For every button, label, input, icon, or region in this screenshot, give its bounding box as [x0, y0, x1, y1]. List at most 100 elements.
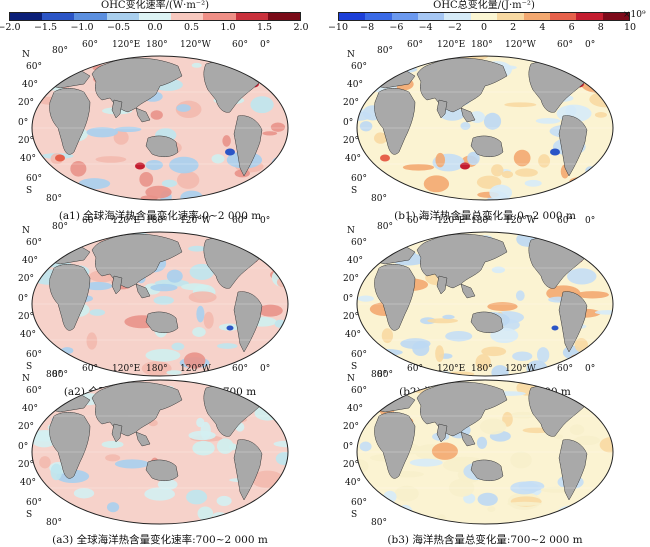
colorbar_right-swatch [365, 13, 392, 20]
map-bottom-label: 80° [371, 518, 387, 528]
continent-samerica [558, 439, 588, 501]
map-left-label: N [22, 50, 30, 60]
anomaly-patch [536, 347, 550, 363]
anomaly-hotspot [225, 148, 235, 156]
anomaly-patch [272, 164, 283, 174]
anomaly-patch [68, 515, 95, 524]
map-left-label: S [26, 362, 33, 372]
anomaly-patch [250, 96, 274, 114]
anomaly-patch [145, 349, 181, 362]
colorbar_left-tick-label: 1.5 [256, 22, 273, 33]
map-top-label: 0° [585, 216, 596, 226]
map-top-label: 0° [260, 40, 271, 50]
continent-australia [470, 135, 504, 157]
map-left-label: 40° [20, 154, 36, 164]
colorbar_right-tick-label: 0 [480, 22, 488, 33]
colorbar_right-swatch [523, 13, 550, 20]
anomaly-patch [183, 352, 206, 369]
anomaly-patch [258, 510, 273, 521]
map-left-label: 40° [347, 256, 363, 266]
anomaly-patch [359, 121, 373, 132]
anomaly-hotspot [135, 162, 145, 170]
map-left-label: 40° [345, 478, 361, 488]
anomaly-patch [582, 509, 596, 514]
map-left-label: 40° [345, 154, 361, 164]
anomaly-patch [271, 177, 288, 190]
map-left-label: 60° [26, 62, 42, 72]
anomaly-patch [515, 290, 525, 301]
anomaly-patch [575, 291, 609, 299]
map-top-label: 60° [557, 40, 573, 50]
map-left-label: N [22, 226, 30, 236]
map-panel: 80° 60° 120°E 180° 120°W 60° 0° N 60° 40° 20° 0° 20°… [0, 360, 300, 532]
anomaly-patch [266, 66, 281, 84]
anomaly-patch [596, 337, 612, 355]
map-panel: 80° 60° 120°E 180° 120°W 60° 0° N 60° 40° 20° 0° 20°… [0, 212, 300, 384]
map-bottom-label: 80° [371, 194, 387, 204]
anomaly-patch [476, 436, 488, 449]
colorbar_right-tick-label: −6 [389, 22, 404, 33]
anomaly-patch [477, 492, 498, 506]
anomaly-patch [427, 318, 459, 324]
continent-greenland [261, 233, 279, 249]
map-left-label: 0° [18, 118, 29, 128]
map-left-label: N [22, 374, 30, 384]
colorbar-left-title: OHC变化速率/(W·m⁻²) [101, 0, 209, 11]
map-top-label: 60° [407, 40, 423, 50]
anomaly-patch [216, 438, 234, 454]
map-top-label: 180° [146, 216, 168, 226]
anomaly-patch [373, 132, 388, 144]
anomaly-patch [582, 56, 598, 71]
anomaly-patch [114, 126, 142, 133]
anomaly-patch [39, 456, 51, 469]
map-left-label: 20° [343, 460, 359, 470]
anomaly-patch [166, 269, 183, 283]
anomaly-patch [270, 122, 286, 132]
anomaly-patch [489, 184, 513, 200]
map-top-label: 80° [377, 222, 393, 232]
anomaly-patch [195, 520, 224, 524]
anomaly-patch [538, 154, 551, 168]
map-top-label: 60° [557, 216, 573, 226]
map-top-label: 120°W [505, 216, 536, 226]
anomaly-patch [476, 175, 502, 189]
colorbar_right-tick-label: 6 [568, 22, 575, 33]
anomaly-patch [402, 164, 435, 171]
anomaly-patch [52, 65, 66, 73]
anomaly-patch [548, 232, 581, 243]
continent-seasia [460, 431, 476, 447]
map-panel: 80° 60° 120°E 180° 120°W 60° 0° N 60° 40° 20° 0° 20°… [325, 212, 625, 384]
anomaly-patch [106, 502, 120, 513]
colorbar_left-swatch [42, 13, 75, 20]
anomaly-patch [513, 149, 531, 167]
anomaly-patch [181, 283, 209, 291]
map-border [356, 231, 614, 377]
anomaly-patch [150, 110, 163, 120]
map-left-label: 0° [343, 442, 354, 452]
anomaly-patch [145, 160, 163, 171]
colorbar-left-ticks: −2.0 −1.5 −1.0 −0.5 0.0 0.5 1.0 1.5 2.0 [0, 22, 309, 34]
map-top-label: 120°E [112, 40, 141, 50]
anomaly-patch [491, 266, 506, 274]
map-bottom-label: 80° [46, 518, 62, 528]
anomaly-patch [445, 331, 473, 342]
map-left-label: 20° [343, 274, 359, 284]
anomaly-patch [435, 152, 446, 168]
map-border [31, 379, 289, 525]
map-left-label: 60° [26, 238, 42, 248]
anomaly-patch [216, 495, 232, 506]
colorbar_left-swatch [203, 13, 236, 20]
anomaly-patch [577, 512, 597, 524]
map-left-label: 60° [351, 350, 367, 360]
map-left-label: 60° [26, 174, 42, 184]
anomaly-patch [244, 188, 266, 195]
continent-india [436, 275, 448, 295]
continent-india [111, 275, 123, 295]
anomaly-patch [487, 302, 518, 312]
map-bottom-label: 80° [46, 194, 62, 204]
map-top-label: 60° [407, 364, 423, 374]
map-left-label: 40° [20, 478, 36, 488]
anomaly-patch [510, 451, 532, 469]
anomaly-patch [221, 189, 249, 199]
continent-australia [145, 459, 179, 481]
